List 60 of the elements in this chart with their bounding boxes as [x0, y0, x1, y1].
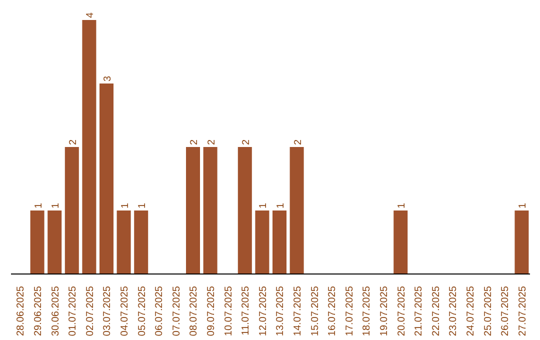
- data-label: 1: [120, 202, 131, 208]
- x-tick-label: 05.07.2025: [136, 286, 148, 336]
- data-label: 3: [102, 76, 114, 82]
- x-tick-label: 26.07.2025: [500, 286, 512, 336]
- x-tick-label: 22.07.2025: [430, 286, 442, 336]
- data-label: 1: [50, 202, 62, 208]
- data-label: 2: [292, 139, 304, 145]
- bar: [30, 210, 44, 274]
- bar: [255, 210, 270, 274]
- bar: [116, 210, 131, 274]
- bar: [134, 210, 148, 274]
- bar: [203, 147, 218, 274]
- bar: [290, 147, 304, 274]
- data-label: 2: [68, 139, 79, 145]
- x-tick-label: 07.07.2025: [171, 286, 182, 336]
- x-tick-label: 13.07.2025: [275, 286, 286, 336]
- x-tick-label: 28.06.2025: [16, 286, 27, 336]
- x-tick-label: 10.07.2025: [223, 286, 234, 336]
- bar: [238, 147, 252, 274]
- bar: [82, 20, 96, 274]
- data-label: 1: [33, 202, 44, 208]
- bar: [272, 210, 286, 274]
- x-tick-label: 04.07.2025: [119, 286, 130, 336]
- bar: [48, 210, 62, 274]
- bar: [394, 210, 408, 274]
- x-tick-label: 21.07.2025: [414, 286, 425, 336]
- data-label: 4: [85, 12, 96, 18]
- x-tick-label: 03.07.2025: [102, 286, 114, 336]
- data-label: 1: [137, 202, 148, 208]
- data-label: 2: [206, 139, 218, 145]
- x-tick-label: 18.07.2025: [362, 286, 373, 336]
- data-label: 2: [189, 139, 200, 145]
- x-tick-label: 27.07.2025: [517, 286, 528, 336]
- x-tick-label: 30.06.2025: [50, 286, 62, 336]
- x-tick-label: 24.07.2025: [465, 286, 476, 336]
- bar: [186, 147, 200, 274]
- x-tick-label: 19.07.2025: [378, 286, 390, 336]
- x-tick-label: 02.07.2025: [84, 286, 96, 336]
- bar: [64, 147, 79, 274]
- x-tick-label: 06.07.2025: [154, 286, 166, 336]
- x-tick-label: 29.06.2025: [32, 286, 44, 336]
- x-tick-label: 20.07.2025: [396, 286, 408, 336]
- bar: [100, 84, 114, 274]
- x-tick-label: 16.07.2025: [327, 286, 338, 336]
- x-tick-label: 14.07.2025: [292, 286, 304, 336]
- x-tick-label: 25.07.2025: [482, 286, 494, 336]
- x-tick-label: 15.07.2025: [310, 286, 321, 336]
- x-tick-label: 09.07.2025: [206, 286, 217, 336]
- data-label: 1: [518, 202, 529, 208]
- data-label: 1: [396, 202, 408, 208]
- data-label: 1: [276, 202, 286, 208]
- x-tick-label: 08.07.2025: [188, 286, 200, 336]
- data-label: 1: [258, 202, 270, 208]
- x-tick-label: 12.07.2025: [258, 286, 269, 336]
- data-label: 2: [240, 139, 252, 145]
- x-tick-label: 17.07.2025: [344, 286, 356, 336]
- x-tick-label: 11.07.2025: [240, 286, 252, 336]
- x-tick-label: 01.07.2025: [68, 286, 79, 336]
- x-tick-label: 23.07.2025: [448, 286, 460, 336]
- bar: [514, 210, 529, 274]
